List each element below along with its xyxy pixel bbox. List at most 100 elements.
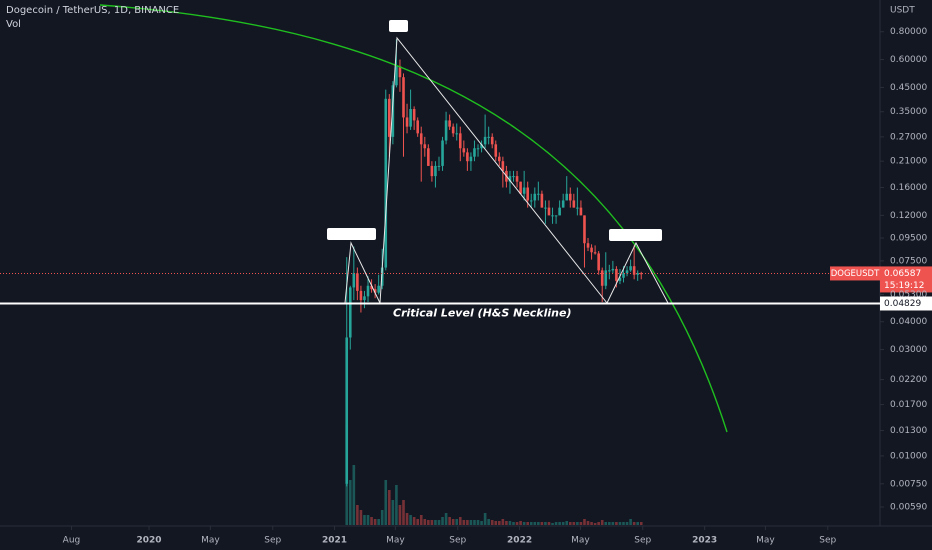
volume-bar (540, 522, 544, 525)
countdown-label: 15:19:12 (884, 281, 924, 291)
candle-body (416, 120, 419, 134)
volume-bar (352, 465, 356, 525)
volume-bar (458, 517, 462, 525)
candle-body (508, 176, 512, 182)
candle-body (572, 200, 576, 208)
arc-curve (99, 4, 728, 433)
candle-body (558, 207, 561, 216)
right-shoulder (606, 241, 669, 304)
volume-bar (625, 522, 629, 525)
neckline-price-box (880, 296, 932, 311)
label-box (609, 229, 662, 241)
candle-body (636, 273, 639, 275)
candle-body (363, 296, 366, 301)
candle-body (466, 152, 469, 162)
candle-body (544, 207, 547, 209)
candle-body (430, 165, 434, 177)
volume-bar (508, 521, 512, 525)
x-tick-label: May (201, 536, 220, 546)
volume-bar (416, 519, 419, 525)
candle-body (498, 156, 501, 162)
candle-body (608, 270, 611, 272)
volume-bar (537, 522, 540, 525)
symbol-box (830, 266, 880, 281)
candle-body (480, 144, 483, 149)
volume-bar (466, 520, 469, 525)
volume-bar (639, 522, 643, 525)
volume-bar (356, 505, 359, 525)
candle-body (370, 285, 373, 290)
y-tick-label: 0.60000 (890, 55, 927, 65)
candle-body (487, 136, 490, 138)
volume-bar (498, 521, 501, 525)
candle-body (476, 148, 480, 150)
volume-bar (636, 522, 639, 525)
candle-body (629, 266, 632, 271)
candle-body (565, 193, 569, 201)
volume-bar (487, 519, 490, 525)
volume-bar (398, 505, 402, 525)
candle-body (441, 140, 444, 166)
y-tick-label: 0.00750 (890, 479, 927, 489)
candle-body (576, 207, 579, 209)
candle-body (490, 136, 494, 145)
candle-body (600, 270, 604, 286)
candle-body (622, 273, 625, 278)
volume-bar (444, 513, 448, 525)
volume-bar (526, 522, 529, 525)
volume-bar (473, 520, 476, 525)
overlay-layer: DOGEUSDT 0.06587 15:19:12 0.04829 Critical L… (0, 266, 932, 319)
y-tick-label: 0.35000 (890, 107, 927, 117)
candle-body (597, 253, 600, 271)
drawings (99, 4, 728, 433)
y-tick-label: 0.16000 (890, 183, 927, 193)
volume-bar (430, 520, 434, 525)
volume-bar (501, 519, 505, 525)
candle-body (437, 165, 441, 167)
candle-body (427, 148, 430, 166)
candle-body (529, 200, 533, 202)
volume-bar (405, 513, 409, 525)
candle-body (551, 215, 554, 217)
candle-body (473, 148, 476, 157)
volume-bar (451, 519, 455, 525)
candle-body (540, 193, 544, 208)
candle-body (526, 187, 529, 201)
y-tick-label: 0.00590 (890, 503, 927, 513)
volume-bar (437, 520, 441, 525)
volume-bar (441, 517, 444, 525)
x-tick-label: May (756, 536, 775, 546)
volume-bar (604, 522, 608, 525)
volume-bar (597, 522, 600, 525)
volume-bar (409, 515, 412, 525)
volume-bar (632, 522, 636, 525)
y-tick-label: 0.05300 (890, 290, 927, 300)
axis-unit: USDT (890, 6, 915, 16)
volume-bar (373, 519, 377, 525)
volume-bar (423, 519, 427, 525)
candle-body (434, 165, 437, 177)
x-tick-label: Sep (264, 536, 281, 546)
volume-bar (611, 522, 615, 525)
candle-body (615, 268, 618, 281)
volume-bar (505, 521, 508, 525)
volume-bar (469, 520, 473, 525)
candle-body (356, 273, 359, 291)
candle-body (537, 193, 540, 195)
x-tick-label: May (571, 536, 590, 546)
volume-bar (412, 517, 416, 525)
candle-body (359, 290, 363, 301)
volume-bar (572, 522, 576, 525)
y-tick-label: 0.45000 (890, 83, 927, 93)
volume-bar (363, 515, 366, 525)
candle-body (494, 144, 498, 157)
y-tick-label: 0.80000 (890, 27, 927, 37)
candle-body (391, 85, 395, 137)
volume-bar (522, 522, 526, 525)
volume-bar (370, 517, 373, 525)
candle-body (448, 120, 451, 127)
neckline-annotation: Critical Level (H&S Neckline) (393, 306, 571, 319)
y-tick-label: 0.09500 (890, 233, 927, 243)
candle-body (483, 136, 487, 145)
candle-body (590, 247, 593, 253)
